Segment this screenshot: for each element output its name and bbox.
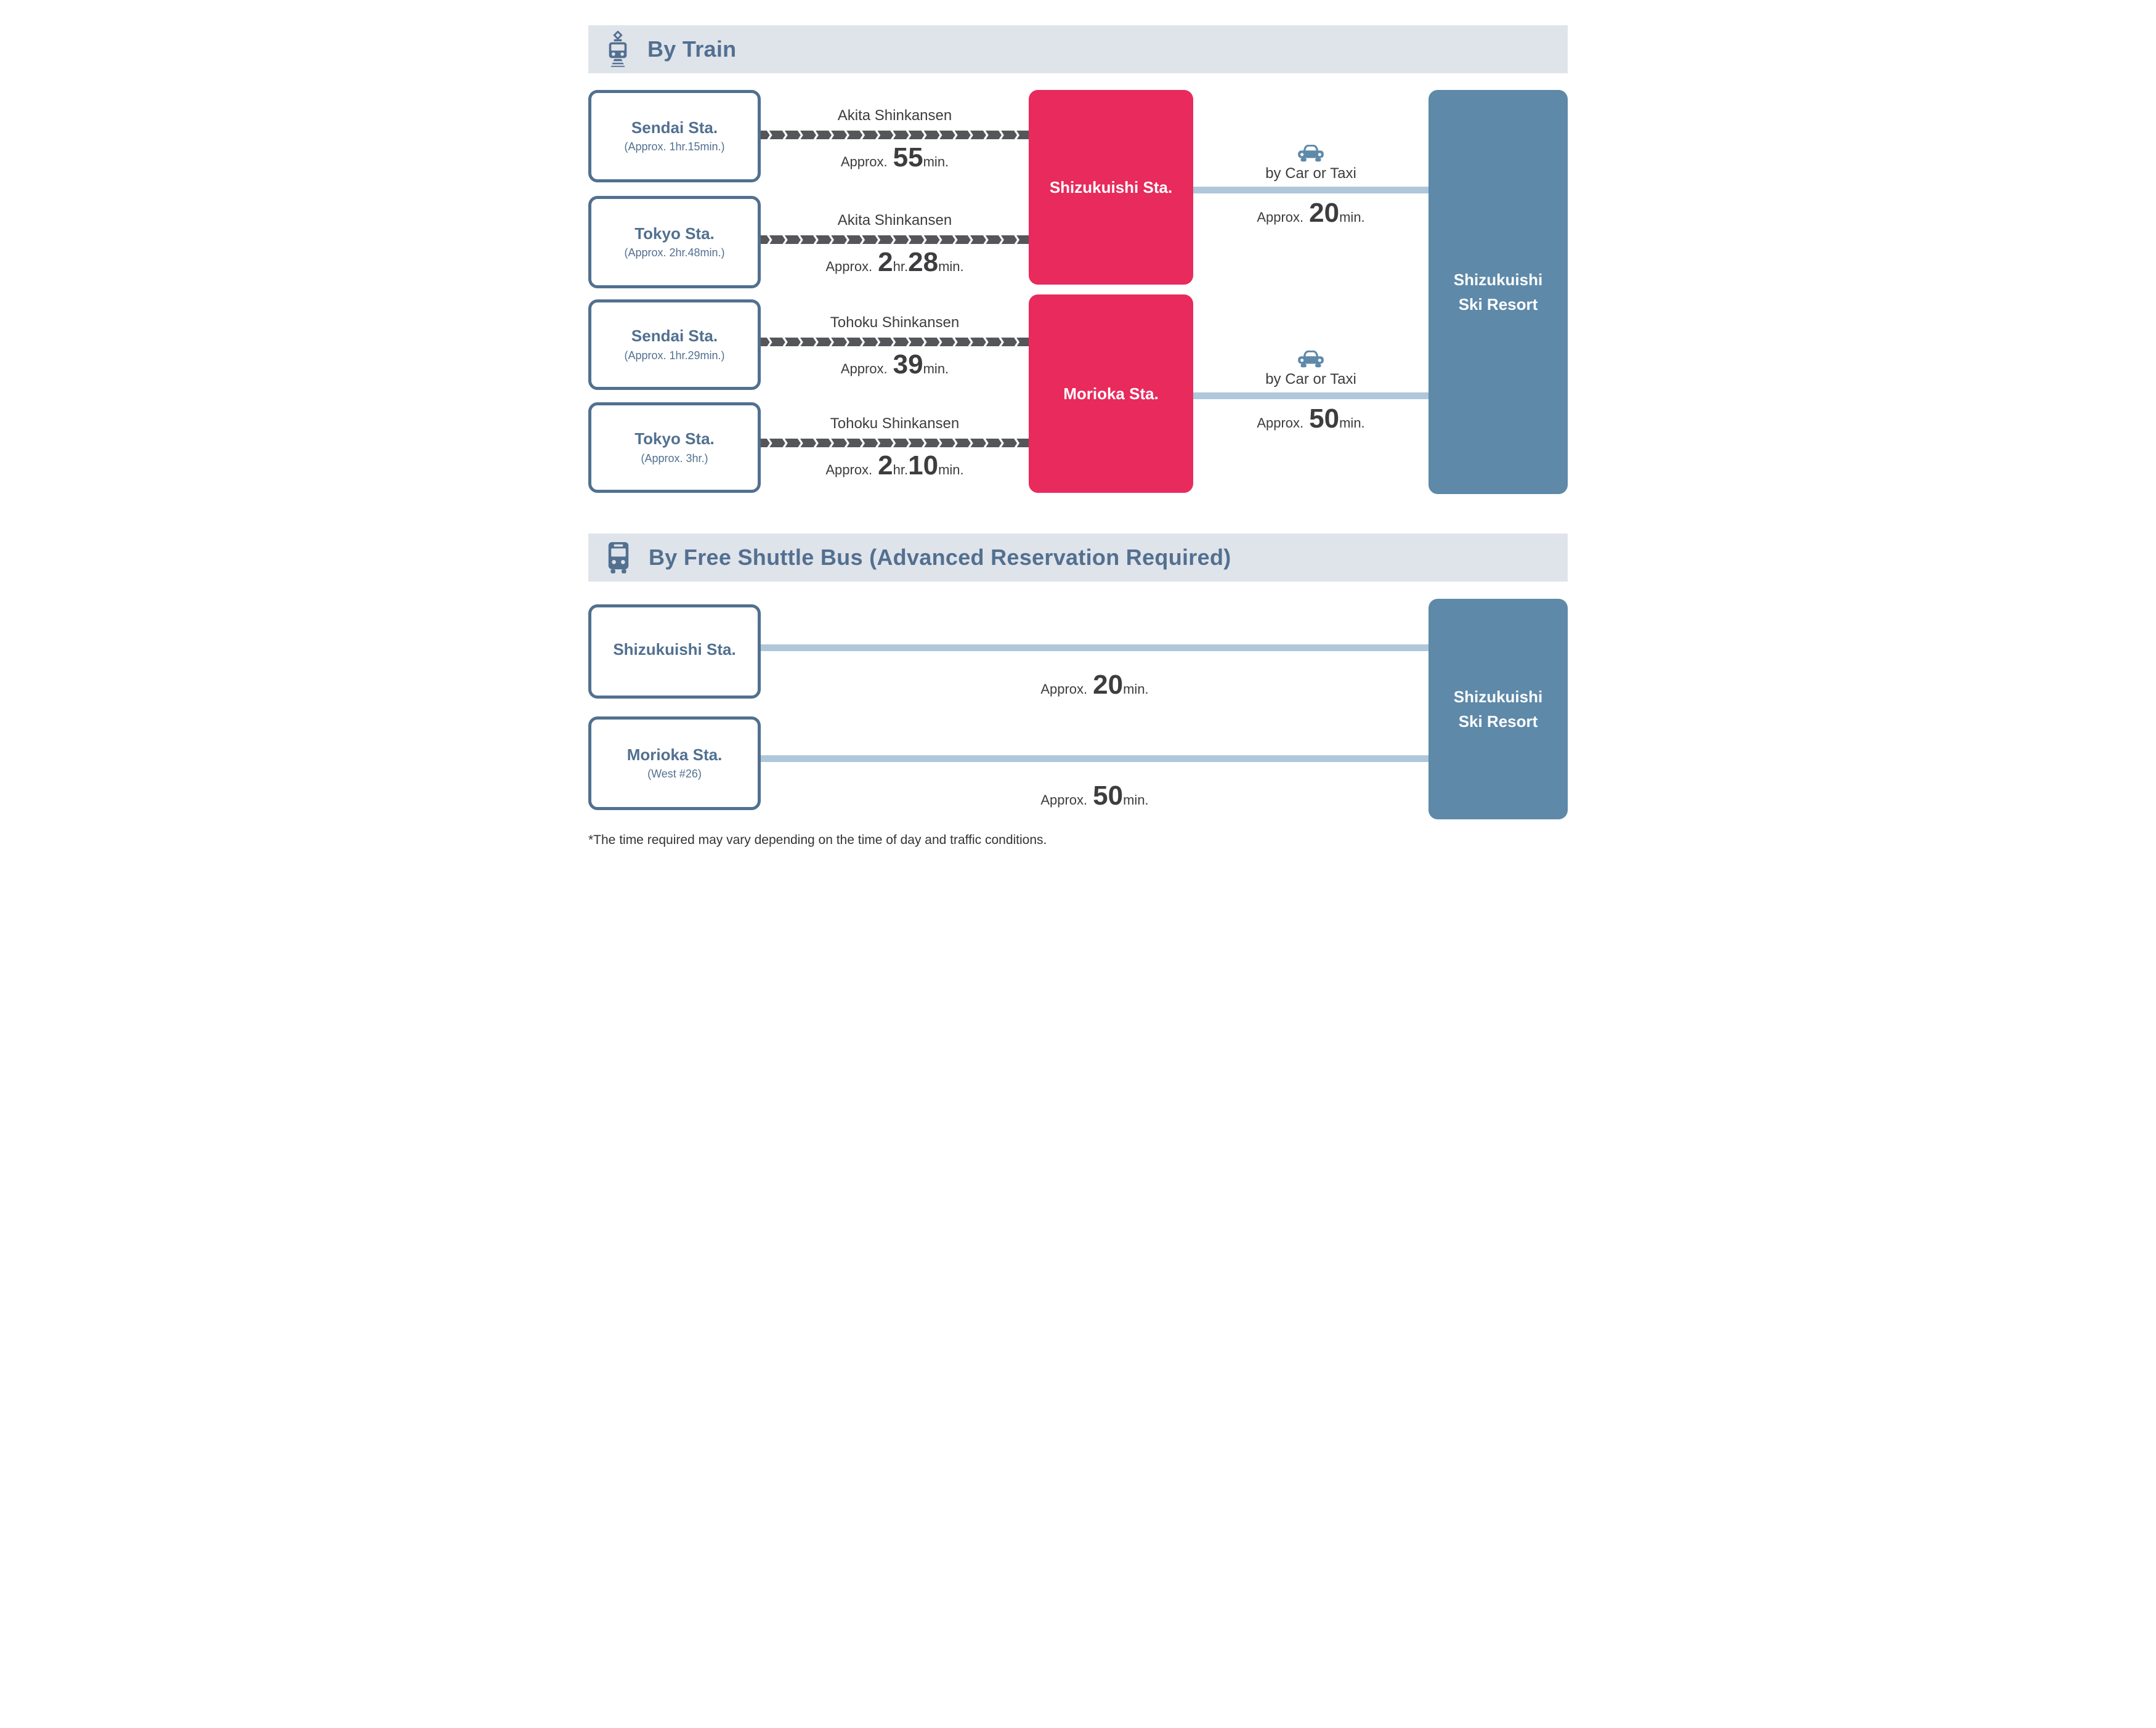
travel-time: Approx. 50 min. <box>761 782 1429 809</box>
time-value: 50 <box>1093 781 1124 811</box>
access-diagram: By Train Sendai Sta. (Approx. 1hr.15min.… <box>539 0 1617 864</box>
time-prefix: Approx. <box>840 154 888 169</box>
destination-name-line2: Ski Resort <box>1458 295 1538 314</box>
bus-route-line <box>761 644 1429 651</box>
car-icon <box>1193 142 1429 162</box>
hub-morioka-station: Morioka Sta. <box>1029 294 1193 493</box>
shinkansen-route-line: ❯❯❯❯❯❯❯❯❯❯❯❯❯❯❯❯❯❯❯❯❯❯❯❯❯❯❯❯❯❯❯❯❯❯❯❯❯❯❯❯… <box>761 338 1029 346</box>
time-unit: hr. <box>893 259 909 274</box>
hub-shizukuishi-station: Shizukuishi Sta. <box>1029 90 1193 285</box>
time-prefix: Approx. <box>1040 792 1088 808</box>
railway-name: Tohoku Shinkansen <box>830 314 960 331</box>
bus-section-header: By Free Shuttle Bus (Advanced Reservatio… <box>588 533 1568 582</box>
station-box-sendai-akita: Sendai Sta. (Approx. 1hr.15min.) <box>588 90 761 182</box>
chevron-pattern: ❯❯❯❯❯❯❯❯❯❯❯❯❯❯❯❯❯❯❯❯❯❯❯❯❯❯❯❯❯❯❯❯❯❯❯❯❯❯❯❯… <box>764 439 1029 447</box>
time-unit: min. <box>1339 209 1365 225</box>
destination-name-line1: Shizukuishi <box>1453 270 1543 289</box>
time-value: 50 <box>1309 404 1340 434</box>
station-total-time: (Approx. 1hr.29min.) <box>624 349 725 362</box>
time-unit: hr. <box>893 462 909 477</box>
time-unit: min. <box>1339 415 1365 431</box>
chevron-pattern: ❯❯❯❯❯❯❯❯❯❯❯❯❯❯❯❯❯❯❯❯❯❯❯❯❯❯❯❯❯❯❯❯❯❯❯❯❯❯❯❯… <box>764 131 1029 139</box>
time-unit: min. <box>938 462 964 477</box>
destination-name-line1: Shizukuishi <box>1453 687 1543 706</box>
station-name: Shizukuishi Sta. <box>613 639 736 659</box>
station-box-morioka-bus: Morioka Sta. (West #26) <box>588 716 761 810</box>
destination-name-line2: Ski Resort <box>1458 712 1538 731</box>
car-link-label: by Car or Taxi <box>1265 165 1356 182</box>
destination-ski-resort: Shizukuishi Ski Resort <box>1429 599 1568 819</box>
station-note: (West #26) <box>647 768 702 781</box>
station-box-shizukuishi-bus: Shizukuishi Sta. <box>588 604 761 699</box>
travel-time: Approx. 20 min. <box>1193 200 1429 227</box>
time-value: 20 <box>1309 198 1340 228</box>
railway-name: Akita Shinkansen <box>837 107 952 124</box>
hub-name: Shizukuishi Sta. <box>1049 177 1173 197</box>
time-unit: min. <box>1123 681 1149 697</box>
chevron-pattern: ❯❯❯❯❯❯❯❯❯❯❯❯❯❯❯❯❯❯❯❯❯❯❯❯❯❯❯❯❯❯❯❯❯❯❯❯❯❯❯❯… <box>764 235 1029 244</box>
time-value: 10 <box>908 450 939 481</box>
chevron-pattern: ❯❯❯❯❯❯❯❯❯❯❯❯❯❯❯❯❯❯❯❯❯❯❯❯❯❯❯❯❯❯❯❯❯❯❯❯❯❯❯❯… <box>764 338 1029 346</box>
station-name: Tokyo Sta. <box>634 224 715 243</box>
travel-time: Approx. 50 min. <box>1193 405 1429 432</box>
time-value: 28 <box>908 247 939 277</box>
time-value: 39 <box>893 349 923 379</box>
shinkansen-route-line: ❯❯❯❯❯❯❯❯❯❯❯❯❯❯❯❯❯❯❯❯❯❯❯❯❯❯❯❯❯❯❯❯❯❯❯❯❯❯❯❯… <box>761 131 1029 139</box>
train-section-title: By Train <box>647 36 737 62</box>
car-route-line <box>1193 187 1429 193</box>
station-name: Sendai Sta. <box>631 327 718 346</box>
station-box-tokyo-akita: Tokyo Sta. (Approx. 2hr.48min.) <box>588 196 761 288</box>
station-name: Morioka Sta. <box>626 745 723 764</box>
footnote: *The time required may vary depending on… <box>588 833 1047 847</box>
travel-time: Approx. 2 hr. 10 min. <box>761 452 1029 479</box>
train-section-header: By Train <box>588 25 1568 73</box>
time-prefix: Approx. <box>1257 415 1304 431</box>
time-unit: min. <box>1123 792 1149 808</box>
station-total-time: (Approx. 2hr.48min.) <box>624 246 725 259</box>
bus-icon <box>608 542 629 574</box>
travel-time: Approx. 20 min. <box>761 671 1429 699</box>
railway-name: Tohoku Shinkansen <box>830 415 960 432</box>
time-value: 20 <box>1093 670 1124 700</box>
time-unit: min. <box>923 154 949 169</box>
destination-ski-resort: Shizukuishi Ski Resort <box>1429 90 1568 494</box>
time-value: 55 <box>893 142 923 172</box>
car-link-label: by Car or Taxi <box>1265 371 1356 387</box>
time-prefix: Approx. <box>825 462 873 477</box>
station-total-time: (Approx. 3hr.) <box>641 452 708 464</box>
time-value: 2 <box>878 247 893 277</box>
train-icon <box>609 31 627 67</box>
station-name: Sendai Sta. <box>631 118 718 137</box>
time-prefix: Approx. <box>825 259 873 274</box>
time-unit: min. <box>923 361 949 376</box>
time-prefix: Approx. <box>840 361 888 376</box>
station-name: Tokyo Sta. <box>634 429 715 448</box>
railway-name: Akita Shinkansen <box>837 212 952 229</box>
time-value: 2 <box>878 450 893 481</box>
car-icon <box>1193 347 1429 368</box>
station-total-time: (Approx. 1hr.15min.) <box>624 140 725 153</box>
travel-time: Approx. 2 hr. 28 min. <box>761 249 1029 276</box>
time-prefix: Approx. <box>1040 681 1088 697</box>
shinkansen-route-line: ❯❯❯❯❯❯❯❯❯❯❯❯❯❯❯❯❯❯❯❯❯❯❯❯❯❯❯❯❯❯❯❯❯❯❯❯❯❯❯❯… <box>761 439 1029 447</box>
shinkansen-route-line: ❯❯❯❯❯❯❯❯❯❯❯❯❯❯❯❯❯❯❯❯❯❯❯❯❯❯❯❯❯❯❯❯❯❯❯❯❯❯❯❯… <box>761 235 1029 244</box>
station-box-tokyo-tohoku: Tokyo Sta. (Approx. 3hr.) <box>588 402 761 493</box>
time-prefix: Approx. <box>1257 209 1304 225</box>
bus-section-title: By Free Shuttle Bus (Advanced Reservatio… <box>649 545 1231 570</box>
travel-time: Approx. 39 min. <box>761 351 1029 378</box>
time-unit: min. <box>938 259 964 274</box>
station-box-sendai-tohoku: Sendai Sta. (Approx. 1hr.29min.) <box>588 299 761 390</box>
travel-time: Approx. 55 min. <box>761 144 1029 171</box>
hub-name: Morioka Sta. <box>1063 384 1159 403</box>
bus-route-line <box>761 755 1429 762</box>
car-route-line <box>1193 392 1429 399</box>
